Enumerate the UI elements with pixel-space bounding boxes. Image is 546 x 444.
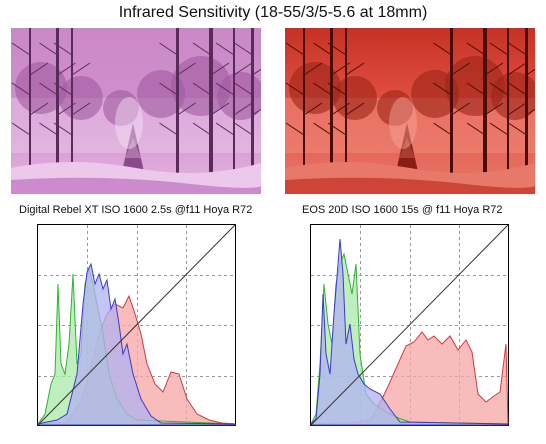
tree-trunk (233, 28, 235, 178)
infrared-photo-eos-20d (285, 28, 535, 194)
tree-trunk (525, 28, 528, 178)
infrared-photo-rebel-xt (11, 28, 261, 194)
caption-rebel-xt: Digital Rebel XT ISO 1600 2.5s @f11 Hoya… (19, 204, 253, 216)
tree-trunk (303, 28, 305, 178)
histogram-eos-20d (310, 224, 509, 426)
caption-eos-20d: EOS 20D ISO 1600 15s @ f11 Hoya R72 (302, 204, 503, 216)
tree-trunk (251, 28, 254, 178)
tree-trunk (330, 28, 333, 178)
page-title: Infrared Sensitivity (18-55/3/5-5.6 at 1… (118, 4, 428, 21)
tree-trunk (507, 28, 509, 178)
histogram-blue-channel (310, 238, 509, 426)
tree-trunk (176, 28, 179, 178)
histogram-blue-channel (37, 262, 236, 426)
tree-trunk (29, 28, 31, 178)
histogram-rebel-xt (37, 224, 236, 426)
tree-trunk (71, 28, 73, 178)
conifer-tree (121, 123, 145, 176)
tree-trunk (345, 28, 347, 178)
tree-trunk (483, 28, 487, 178)
conifer-tree (395, 123, 419, 176)
tone-curve-diagonal (37, 224, 236, 426)
tree-trunk (450, 28, 453, 178)
tree-trunk (209, 28, 213, 178)
tree-trunk (56, 28, 59, 178)
tone-curve-diagonal (310, 224, 509, 426)
